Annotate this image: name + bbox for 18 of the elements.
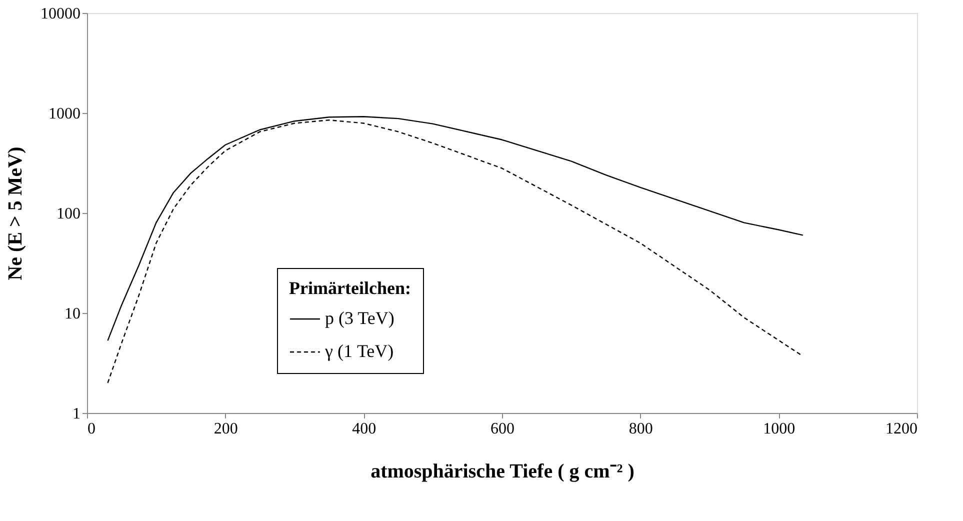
- y-tick-label: 10: [64, 306, 80, 322]
- x-tick-label: 1000: [763, 420, 796, 438]
- x-tick-label: 1200: [886, 420, 918, 438]
- y-tick-label: 100: [56, 206, 80, 222]
- y-axis-title: Ne (E > 5 MeV): [4, 146, 26, 280]
- x-axis-title: atmosphärische Tiefe ( g cm⁻² ): [370, 460, 634, 482]
- x-tick-label: 0: [88, 420, 96, 438]
- y-tick-label: 1000: [48, 106, 80, 122]
- legend-label: γ (1 TeV): [324, 341, 394, 361]
- x-tick-label: 600: [490, 420, 514, 438]
- legend-label: p (3 TeV): [325, 308, 394, 328]
- legend-title: Primärteilchen:: [289, 278, 411, 298]
- y-tick-label: 1: [72, 406, 80, 422]
- y-tick-label: 10000: [40, 6, 80, 22]
- line-series: [107, 119, 804, 384]
- x-tick-label: 200: [214, 420, 238, 438]
- x-tick-label: 800: [628, 420, 653, 438]
- x-tick-label: 400: [352, 420, 376, 438]
